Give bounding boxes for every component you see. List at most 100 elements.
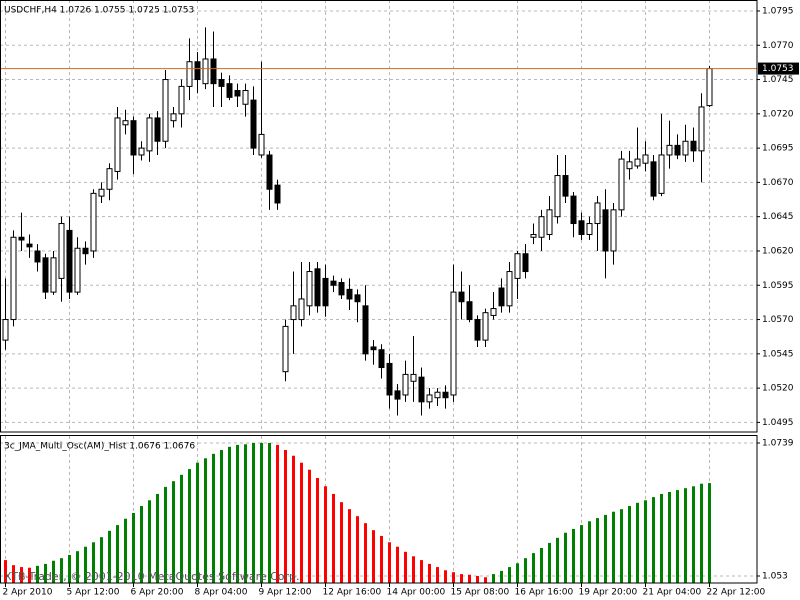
candle-body	[442, 391, 449, 399]
histogram-bar	[500, 570, 503, 583]
histogram-bar	[452, 572, 455, 583]
histogram-bar	[404, 551, 407, 583]
histogram-bar	[324, 486, 327, 583]
x-tick-label: 15 Apr 08:00	[451, 588, 510, 598]
candle-body	[634, 158, 641, 167]
candle-body	[394, 390, 401, 400]
histogram-bar	[652, 497, 655, 583]
candle-body	[474, 319, 481, 341]
candle-body	[50, 257, 57, 293]
histogram-bar	[132, 513, 135, 583]
candle-body	[242, 90, 249, 105]
candle-body	[490, 308, 497, 316]
candle-body	[586, 223, 593, 236]
candle-body	[594, 202, 601, 225]
histogram-bar	[396, 546, 399, 583]
candle-body	[18, 236, 25, 241]
histogram-bar	[156, 493, 159, 583]
histogram-bar	[564, 532, 567, 583]
y-tick-label: 1.0620	[762, 246, 794, 256]
histogram-bar	[252, 443, 255, 583]
histogram-bar	[84, 546, 87, 583]
histogram-bar	[268, 443, 271, 583]
candle-body	[642, 154, 649, 164]
histogram-bar	[332, 493, 335, 583]
candle-body	[482, 312, 489, 341]
histogram-bar	[204, 458, 207, 583]
histogram-bar	[556, 537, 559, 583]
histogram-bar	[212, 453, 215, 583]
candle-body	[626, 161, 633, 170]
candle-body	[202, 58, 209, 85]
candle-body	[466, 301, 473, 321]
axes: 1.0795 1.0770 1.0745 1.0720 1.0695 1.0670 1.06…	[3, 6, 799, 598]
histogram-bar	[68, 555, 71, 583]
candle-body	[290, 305, 297, 321]
candle-body	[114, 117, 121, 172]
candle-body	[66, 229, 73, 293]
candle-body	[250, 99, 257, 149]
x-tick-label: 19 Apr 20:00	[579, 588, 638, 598]
candle-body	[610, 209, 617, 252]
chart-title: USDCHF,H4 1.0726 1.0755 1.0725 1.0753	[4, 6, 194, 16]
histogram-bar	[548, 542, 551, 583]
histogram-bar	[540, 548, 543, 583]
candle-body	[258, 133, 265, 156]
candle-body	[282, 325, 289, 373]
candle-body	[554, 175, 561, 218]
histogram-bar	[516, 563, 519, 583]
candle-body	[274, 184, 281, 204]
x-tick-label: 6 Apr 20:00	[131, 588, 184, 598]
marks	[0, 27, 757, 583]
y-tick-label: 1.053	[762, 572, 788, 582]
histogram-bar	[284, 450, 287, 583]
histogram-bar	[588, 521, 591, 583]
candle-body	[266, 154, 273, 190]
histogram-bar	[12, 565, 15, 583]
candle-body	[690, 140, 697, 152]
candle-body	[578, 220, 585, 236]
candle-body	[154, 117, 161, 142]
candle-body	[706, 68, 713, 107]
histogram-bar	[92, 542, 95, 583]
candle-body	[506, 271, 513, 307]
histogram-bar	[124, 518, 127, 583]
histogram-bar	[420, 560, 423, 583]
candle-body	[74, 247, 81, 293]
histogram-bar	[708, 483, 711, 583]
candle-body	[410, 373, 417, 382]
candle-body	[362, 305, 369, 355]
histogram-bar	[28, 567, 31, 583]
histogram-bar	[236, 444, 239, 583]
candle-body	[522, 253, 529, 273]
candle-body	[562, 175, 569, 197]
candle-body	[346, 288, 353, 300]
candle-body	[426, 394, 433, 403]
histogram-bar	[316, 478, 319, 583]
candle-body	[226, 83, 233, 98]
histogram-bar	[76, 551, 79, 583]
x-tick-label: 16 Apr 16:00	[515, 588, 574, 598]
histogram-bar	[644, 500, 647, 583]
candle-body	[514, 253, 521, 279]
histogram-bar	[468, 574, 471, 583]
candle-body	[178, 85, 185, 115]
candle-body	[162, 79, 169, 142]
candle-body	[618, 158, 625, 211]
histogram-bar	[52, 560, 55, 583]
candle-body	[338, 282, 345, 296]
histogram-bar	[180, 474, 183, 583]
x-tick-label: 5 Apr 12:00	[67, 588, 120, 598]
histogram-bar	[460, 574, 463, 583]
candle-body	[402, 373, 409, 396]
candle-body	[10, 236, 17, 321]
histogram-bar	[364, 523, 367, 583]
oscillator-title: 3c_JMA_Multi_Osc(AM)_Hist 1.0676 1.0676	[4, 442, 195, 452]
candle-body	[546, 209, 553, 236]
histogram-bar	[508, 567, 511, 583]
current-price-box	[758, 62, 799, 75]
candle-body	[570, 195, 577, 225]
histogram-bar	[100, 537, 103, 583]
histogram-bar	[700, 483, 703, 583]
